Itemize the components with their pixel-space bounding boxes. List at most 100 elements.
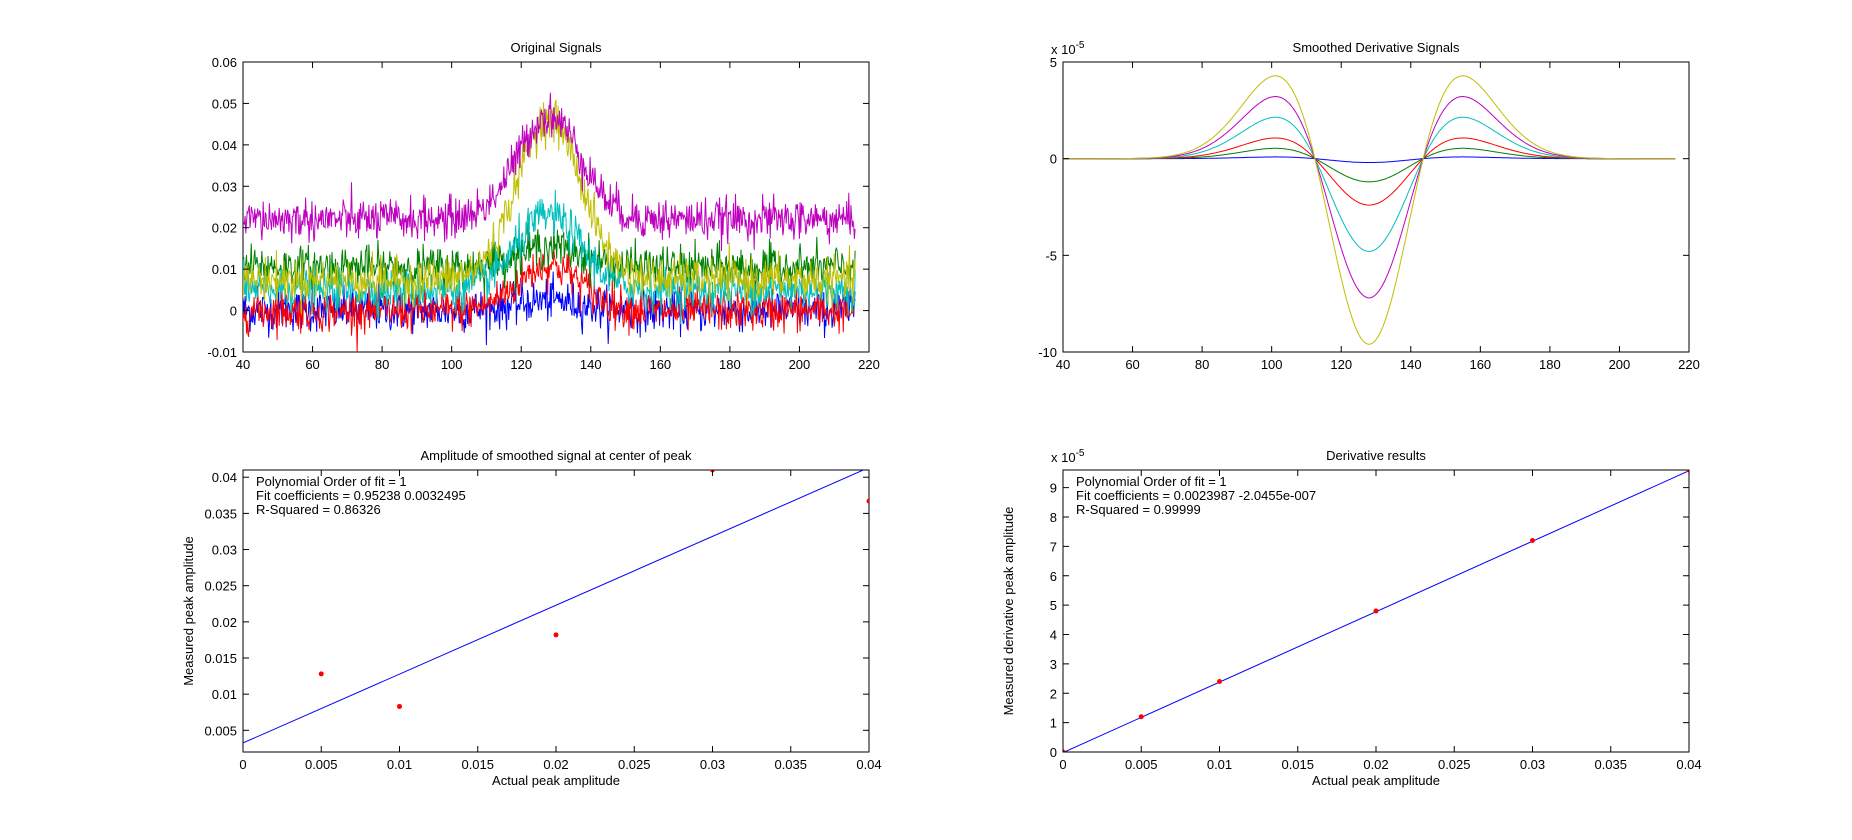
y-tick-label: 0.01 xyxy=(212,262,237,277)
y-tick-label: 0.035 xyxy=(204,506,237,521)
x-axis-label: Actual peak amplitude xyxy=(1312,773,1440,788)
fit-annotation: R-Squared = 0.86326 xyxy=(256,502,381,517)
x-axis-label: Actual peak amplitude xyxy=(492,773,620,788)
plot-area xyxy=(242,469,870,753)
x-tick-label: 200 xyxy=(1609,357,1631,372)
x-tick-label: 60 xyxy=(305,357,319,372)
y-tick-label: -0.01 xyxy=(207,345,237,360)
x-tick-label: 180 xyxy=(1539,357,1561,372)
x-tick-label: 0.02 xyxy=(1363,757,1388,772)
x-tick-label: 0.035 xyxy=(774,757,807,772)
axis-exponent-label: x 10-5 xyxy=(1051,448,1085,465)
x-tick-label: 160 xyxy=(649,357,671,372)
y-tick-label: 0.015 xyxy=(204,651,237,666)
y-tick-label: 0 xyxy=(1050,152,1057,167)
chart-title: Smoothed Derivative Signals xyxy=(1293,40,1460,55)
y-tick-label: 2 xyxy=(1050,686,1057,701)
y-tick-label: 0.02 xyxy=(212,221,237,236)
series-layer xyxy=(243,470,869,752)
chart-title: Amplitude of smoothed signal at center o… xyxy=(421,448,692,463)
x-tick-label: 0.01 xyxy=(387,757,412,772)
axis-exponent-label: x 10-5 xyxy=(1051,40,1085,57)
y-tick-label: 3 xyxy=(1050,657,1057,672)
y-tick-label: 5 xyxy=(1050,55,1057,70)
y-tick-label: 6 xyxy=(1050,569,1057,584)
chart-title: Derivative results xyxy=(1326,448,1426,463)
fit-annotation: Fit coefficients = 0.95238 0.0032495 xyxy=(256,488,466,503)
data-point xyxy=(1063,749,1066,752)
x-tick-label: 180 xyxy=(719,357,741,372)
derivative-line-6 xyxy=(1063,75,1676,345)
x-tick-label: 0.01 xyxy=(1207,757,1232,772)
x-tick-label: 0.02 xyxy=(543,757,568,772)
chart-title: Original Signals xyxy=(510,40,602,55)
y-tick-label: 0.005 xyxy=(204,723,237,738)
x-tick-label: 60 xyxy=(1125,357,1139,372)
x-tick-label: 100 xyxy=(441,357,463,372)
x-tick-label: 0.035 xyxy=(1594,757,1627,772)
y-tick-label: 0 xyxy=(230,304,237,319)
y-tick-label: 1 xyxy=(1050,716,1057,731)
x-tick-label: 40 xyxy=(236,357,250,372)
series-layer xyxy=(1063,470,1689,752)
x-tick-label: 80 xyxy=(375,357,389,372)
x-tick-label: 0.015 xyxy=(1281,757,1314,772)
x-tick-label: 0.015 xyxy=(461,757,494,772)
subplot-4: 0 0.005 0.01 0.015 0.02 0.025 0.03 0.035 0.04 0 1 2… xyxy=(1001,448,1702,788)
exponent-power: -5 xyxy=(1076,40,1085,51)
subplot-1: 40 60 80 100 120 140 160 180 200 220 -0.01 0 0.01 0.0… xyxy=(207,40,879,372)
data-point xyxy=(553,632,559,638)
y-tick-label: 8 xyxy=(1050,510,1057,525)
x-tick-label: 220 xyxy=(858,357,880,372)
x-tick-label: 120 xyxy=(510,357,532,372)
subplot-grid: 40 60 80 100 120 140 160 180 200 220-0.0100.010.0… xyxy=(181,40,1702,788)
y-tick-label: 0.06 xyxy=(212,55,237,70)
x-tick-label: 40 xyxy=(1056,357,1070,372)
y-tick-label: 0.03 xyxy=(212,543,237,558)
x-tick-label: 0.025 xyxy=(618,757,651,772)
x-tick-label: 0 xyxy=(1059,757,1066,772)
data-point xyxy=(1138,714,1144,720)
x-tick-label: 140 xyxy=(580,357,602,372)
x-tick-label: 0.04 xyxy=(1676,757,1701,772)
y-tick-label: 0 xyxy=(1050,745,1057,760)
data-point xyxy=(318,671,324,677)
y-tick-label: 0.02 xyxy=(212,615,237,630)
x-tick-label: 0.005 xyxy=(305,757,338,772)
x-tick-label: 160 xyxy=(1469,357,1491,372)
x-tick-label: 220 xyxy=(1678,357,1700,372)
y-tick-label: 0.05 xyxy=(212,96,237,111)
y-tick-label: -5 xyxy=(1045,248,1057,263)
y-tick-label: 0.03 xyxy=(212,179,237,194)
subplot-2: 40 60 80 100 120 140 160 180 200 220 -10 -5 0 5 Smooth… xyxy=(1038,40,1700,372)
data-point xyxy=(1373,608,1379,614)
data-point xyxy=(1217,679,1222,684)
x-tick-label: 80 xyxy=(1195,357,1209,372)
x-tick-label: 0.04 xyxy=(856,757,881,772)
data-point xyxy=(1686,470,1689,473)
data-point xyxy=(1530,538,1535,543)
signal-line-2 xyxy=(243,250,856,352)
y-tick-label: -10 xyxy=(1038,345,1057,360)
fit-annotation: Polynomial Order of fit = 1 xyxy=(256,474,407,489)
y-tick-label: 0.04 xyxy=(212,138,237,153)
fit-annotation: Fit coefficients = 0.0023987 -2.0455e-00… xyxy=(1076,488,1316,503)
exponent-base: x 10 xyxy=(1051,42,1076,57)
data-point xyxy=(397,703,402,709)
fit-annotation: R-Squared = 0.99999 xyxy=(1076,502,1201,517)
signal-line-6 xyxy=(243,92,856,251)
x-tick-label: 100 xyxy=(1261,357,1283,372)
y-tick-label: 0.025 xyxy=(204,579,237,594)
exponent-power: -5 xyxy=(1076,448,1085,459)
plot-area xyxy=(1062,61,1690,353)
subplot-3: 0 0.005 0.01 0.015 0.02 0.025 0.03 0.035 0.04 0.0… xyxy=(181,448,882,788)
y-tick-label: 0.04 xyxy=(212,470,237,485)
y-tick-label: 5 xyxy=(1050,598,1057,613)
y-axis-label: Measured peak amplitude xyxy=(181,536,196,686)
x-tick-label: 0.025 xyxy=(1438,757,1471,772)
y-axis-label: Measured derivative peak amplitude xyxy=(1001,507,1016,716)
x-tick-label: 0 xyxy=(239,757,246,772)
x-tick-label: 140 xyxy=(1400,357,1422,372)
x-tick-label: 0.03 xyxy=(1520,757,1545,772)
